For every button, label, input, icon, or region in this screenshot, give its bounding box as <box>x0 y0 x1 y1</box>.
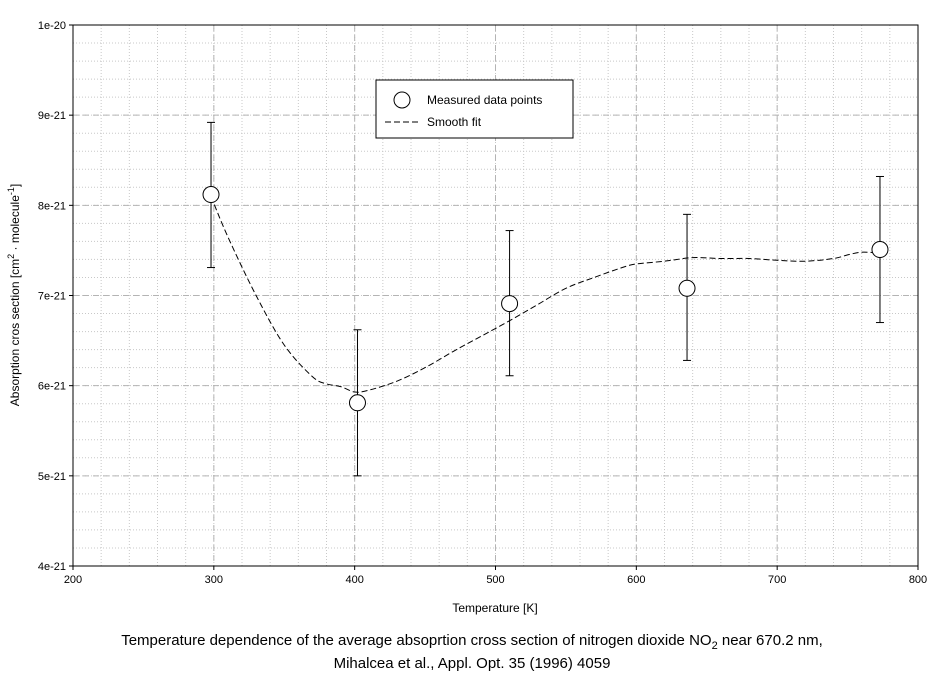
legend-label-measured: Measured data points <box>427 93 542 107</box>
measured-points-series <box>202 121 889 477</box>
y-tick-label: 4e-21 <box>38 561 66 573</box>
y-tick-label: 7e-21 <box>38 291 66 303</box>
y-tick-label: 5e-21 <box>38 471 66 483</box>
x-tick-label: 400 <box>345 574 363 586</box>
y-tick-label: 6e-21 <box>38 381 66 393</box>
caption-line-1: Temperature dependence of the average ab… <box>121 632 823 652</box>
axis-ticks: 200 300 400 500 600 700 800 4e-21 5e-21 6e-21 7e-2… <box>38 20 927 586</box>
x-tick-label: 500 <box>486 574 504 586</box>
data-point-marker <box>348 394 366 412</box>
x-tick-label: 800 <box>909 574 927 586</box>
x-axis-title: Temperature [K] <box>452 601 537 615</box>
legend-label-fit: Smooth fit <box>427 115 482 129</box>
x-tick-label: 200 <box>64 574 82 586</box>
legend-marker-circle <box>393 91 411 109</box>
chart-svg: 200 300 400 500 600 700 800 4e-21 5e-21 6e-21 7e-2… <box>6 20 927 615</box>
legend-box <box>375 79 574 139</box>
legend: Measured data points Smooth fit <box>375 79 574 139</box>
data-point-marker <box>678 279 696 297</box>
smooth-fit-line <box>210 196 881 393</box>
y-axis-title: Absorption cros section [cm2 · molecule-… <box>6 184 22 406</box>
x-tick-label: 700 <box>768 574 786 586</box>
data-point-marker <box>202 186 220 204</box>
data-point-marker <box>501 295 519 313</box>
x-tick-label: 300 <box>205 574 223 586</box>
y-tick-label: 8e-21 <box>38 200 66 212</box>
caption-line-2: Mihalcea et al., Appl. Opt. 35 (1996) 40… <box>333 655 611 672</box>
data-point-marker <box>871 241 889 259</box>
y-tick-label: 9e-21 <box>38 110 66 122</box>
x-tick-label: 600 <box>627 574 645 586</box>
smooth-fit-series <box>210 196 881 393</box>
y-tick-label: 1e-20 <box>38 20 66 32</box>
